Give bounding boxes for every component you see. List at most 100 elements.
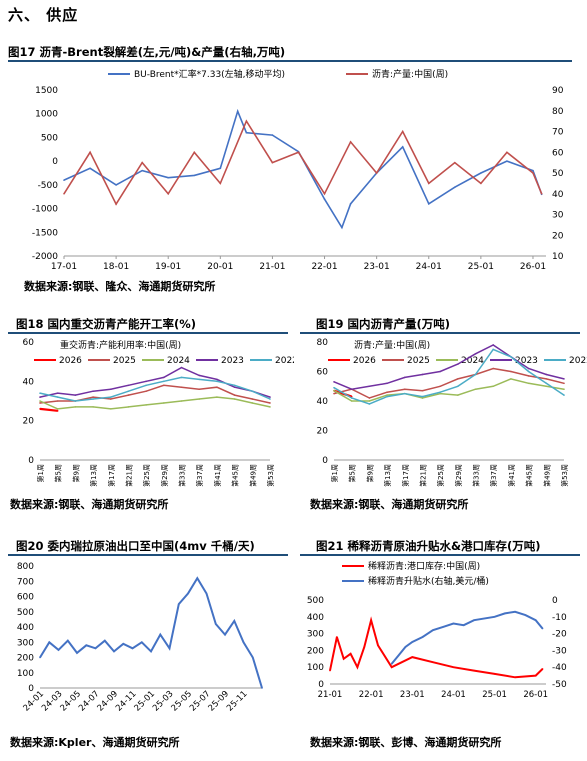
fig21-title-rule [300,554,580,556]
fig17-y-left-tick-label: 500 [41,133,58,143]
fig17-y-left-tick-label: 1500 [35,86,58,96]
fig19-x-tick-label: 第33周 [472,464,481,487]
fig19-x-tick-label: 第13周 [383,464,392,487]
fig18-y-tick-label: 0 [28,456,34,466]
fig19-x-tick-label: 第1周 [330,464,339,482]
fig18-legend-label: 2024 [167,356,190,366]
fig21-y-left-tick-label: 300 [307,630,324,640]
fig21-y-left-tick-label: 200 [307,646,324,656]
fig21-legend-label: 稀释沥青升贴水(右轴,美元/桶) [368,575,489,587]
fig18-legend-label: 2022 [275,356,294,366]
fig18-x-tick-label: 第29周 [160,464,169,487]
fig21-source: 数据来源:钢联、彭博、海通期货研究所 [310,736,502,749]
fig18-source: 数据来源:钢联、海通期货研究所 [10,498,169,511]
fig18-title-rule [8,332,288,334]
fig21-y-left-tick-label: 500 [307,596,324,606]
fig21-y-right-tick-label: 0 [552,596,558,606]
fig18-y-tick-label: 40 [23,377,35,387]
fig18-series-line [39,376,271,402]
fig18-x-tick-label: 第5周 [54,464,63,482]
fig17-series-line [63,119,543,206]
fig19-y-tick-label: 0 [322,456,328,466]
fig18-title: 图18 国内重交沥青产能开工率(%) [16,317,197,331]
fig21-y-left-tick-label: 100 [307,663,324,673]
fig20-y-tick-label: 600 [17,593,34,603]
fig17-y-right-tick-label: 80 [552,107,564,117]
fig19-title-rule [300,332,580,334]
fig18-subtitle: 重交沥青:产能利用率:中国(周) [60,339,181,351]
fig19-x-tick-label: 第45周 [525,464,534,487]
fig19-x-tick-label: 第29周 [454,464,463,487]
fig21-x-tick-label: 24-01 [441,690,466,700]
fig17-x-tick-label: 17-01 [51,262,77,272]
fig17-legend-label: BU-Brent*汇率*7.33(左轴,移动平均) [134,68,285,80]
fig18-legend-label: 2023 [221,356,244,366]
fig18-x-tick-label: 第49周 [248,464,257,487]
fig20-x-tick-label: 25-11 [225,689,250,714]
fig18-x-tick-label: 第13周 [89,464,98,487]
fig19-x-tick-label: 第17周 [401,464,410,487]
section-heading: 六、 供应 [8,6,79,24]
fig18-x-tick-label: 第53周 [266,464,275,487]
fig21-y-left-tick-label: 400 [307,613,324,623]
fig18-legend-label: 2025 [113,356,136,366]
fig18-chart: 重交沥青:产能利用率:中国(周) 2026 2025 2024 2023 2022 60 40… [23,338,294,487]
fig21-series-line [329,616,544,679]
fig17-source: 数据来源:钢联、隆众、海通期货研究所 [24,280,216,293]
fig19-series-line [333,367,565,399]
fig21-chart: 500 400 300 200 100 0 0 -10 -20 -30 -40 -50 21-01 22-… [307,560,567,700]
fig17-x-tick-label: 26-01 [520,262,546,272]
fig18-series-line [39,407,58,412]
fig19-series-line [333,378,565,402]
fig17-x-tick-label: 22-01 [311,262,337,272]
fig17-y-left-tick-label: -2000 [32,252,58,262]
fig18-legend-label: 2026 [59,356,82,366]
fig17-y-right-tick-label: 30 [552,211,564,221]
fig19-legend-label: 2022 [569,356,587,366]
fig17-y-right-tick-label: 40 [552,190,564,200]
fig20-title: 图20 委内瑞拉原油出口至中国(4mv 千桶/天) [16,539,255,553]
fig18-x-tick-label: 第1周 [36,464,45,482]
fig21-y-right-tick-label: -20 [552,630,567,640]
fig17-series-line [63,108,543,230]
fig20-y-tick-label: 200 [17,654,34,664]
fig21-x-tick-label: 26-01 [523,690,548,700]
fig17-title-rule [8,60,572,62]
fig19-x-tick-label: 第5周 [348,464,357,482]
fig21-series-line [390,610,544,665]
fig19-legend-label: 2026 [353,356,376,366]
fig21-y-right-tick-label: -30 [552,646,567,656]
fig20-y-tick-label: 300 [17,638,34,648]
fig17-x-tick-label: 20-01 [207,262,233,272]
fig18-series-line [39,396,271,410]
fig19-chart: 沥青:产量:中国(周) 2026 2025 2024 2023 2022 80 60 40 20 0… [317,338,587,487]
fig18-x-tick-label: 第17周 [107,464,116,487]
fig19-source: 数据来源:钢联、海通期货研究所 [310,498,469,511]
fig17-y-right-tick-label: 50 [552,169,564,179]
fig17-y-right-tick-label: 90 [552,86,564,96]
fig19-legend-label: 2025 [407,356,430,366]
fig18-series-line [39,366,271,398]
fig20-y-tick-label: 500 [17,608,34,618]
fig20-series-line [39,576,263,689]
fig19-x-tick-label: 第9周 [365,464,374,482]
fig21-y-left-tick-label: 0 [318,680,324,690]
fig17-y-right-tick-label: 10 [552,252,564,262]
fig18-x-tick-label: 第25周 [142,464,151,487]
fig17-y-right-tick-label: 60 [552,148,564,158]
fig18-x-tick-label: 第37周 [195,464,204,487]
fig19-y-tick-label: 20 [317,427,329,437]
fig19-subtitle: 沥青:产量:中国(周) [354,339,430,351]
fig19-x-tick-label: 第49周 [542,464,551,487]
fig17-y-right-tick-label: 70 [552,128,564,138]
fig17-x-tick-label: 19-01 [155,262,181,272]
fig17-x-tick-label: 23-01 [364,262,390,272]
fig20-y-tick-label: 100 [17,669,34,679]
fig19-series-line [333,344,565,390]
fig18-x-tick-label: 第9周 [71,464,80,482]
fig20-y-tick-label: 700 [17,577,34,587]
fig21-y-right-tick-label: -50 [552,680,567,690]
fig17-x-tick-label: 24-01 [416,262,442,272]
fig17-y-left-tick-label: 0 [52,157,58,167]
fig17-y-left-tick-label: -1000 [32,205,58,215]
